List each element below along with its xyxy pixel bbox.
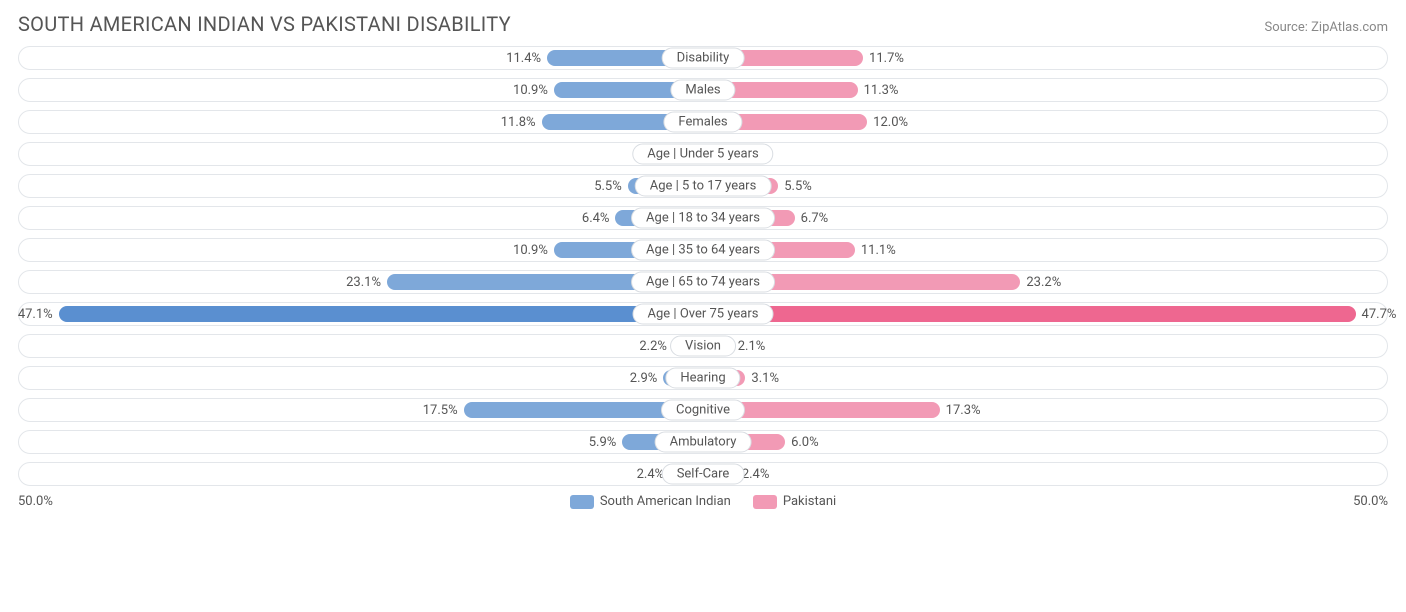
value-label-left: 2.9% <box>630 367 664 389</box>
chart-header: SOUTH AMERICAN INDIAN VS PAKISTANI DISAB… <box>18 12 1388 36</box>
legend-item-left: South American Indian <box>570 494 731 509</box>
value-label-right: 12.0% <box>867 111 908 133</box>
value-label-right: 23.2% <box>1020 271 1061 293</box>
category-pill: Age | 18 to 34 years <box>631 208 775 229</box>
category-pill: Vision <box>670 336 736 357</box>
category-pill: Hearing <box>665 368 740 389</box>
category-pill: Self-Care <box>662 464 745 485</box>
legend-label-left: South American Indian <box>600 494 731 509</box>
value-label-right: 6.0% <box>785 431 819 453</box>
chart-row: 6.4% 6.7% Age | 18 to 34 years <box>18 206 1388 230</box>
value-label-left: 10.9% <box>513 79 554 101</box>
value-label-left: 6.4% <box>582 207 616 229</box>
value-label-right: 11.1% <box>855 239 896 261</box>
chart-row: 5.9% 6.0% Ambulatory <box>18 430 1388 454</box>
value-label-left: 47.1% <box>18 303 59 325</box>
chart-row: 10.9% 11.3% Males <box>18 78 1388 102</box>
chart-row: 5.5% 5.5% Age | 5 to 17 years <box>18 174 1388 198</box>
legend-item-right: Pakistani <box>753 494 836 509</box>
value-label-right: 5.5% <box>778 175 812 197</box>
value-label-right: 3.1% <box>745 367 779 389</box>
value-label-right: 17.3% <box>940 399 981 421</box>
axis-max-right: 50.0% <box>1328 494 1388 509</box>
category-pill: Ambulatory <box>655 432 752 453</box>
chart-row: 47.1%47.7%Age | Over 75 years <box>18 302 1388 326</box>
chart-title: SOUTH AMERICAN INDIAN VS PAKISTANI DISAB… <box>18 12 511 36</box>
chart-row: 2.2% 2.1%Vision <box>18 334 1388 358</box>
value-label-right: 11.7% <box>863 47 904 69</box>
value-label-left: 5.5% <box>594 175 628 197</box>
category-pill: Disability <box>662 48 745 69</box>
chart-row: 10.9% 11.1% Age | 35 to 64 years <box>18 238 1388 262</box>
value-label-left: 11.8% <box>501 111 542 133</box>
chart-row: 23.1% 23.2% Age | 65 to 74 years <box>18 270 1388 294</box>
chart-row: 1.3%1.3%Age | Under 5 years <box>18 142 1388 166</box>
category-pill: Cognitive <box>661 400 745 421</box>
category-pill: Females <box>663 112 742 133</box>
category-pill: Age | 5 to 17 years <box>635 176 772 197</box>
value-label-left: 5.9% <box>589 431 623 453</box>
value-label-right: 47.7% <box>1356 303 1397 325</box>
value-label-left: 17.5% <box>423 399 464 421</box>
category-pill: Males <box>670 80 735 101</box>
category-pill: Age | Over 75 years <box>633 304 774 325</box>
chart-row: 11.4% 11.7% Disability <box>18 46 1388 70</box>
value-label-right: 6.7% <box>795 207 829 229</box>
diverging-bar-chart: 11.4% 11.7% Disability 10.9% 11.3% Males 11.8%… <box>18 46 1388 486</box>
value-label-left: 23.1% <box>346 271 387 293</box>
value-label-left: 11.4% <box>506 47 547 69</box>
value-label-left: 2.2% <box>639 335 673 357</box>
chart-row: 11.8% 12.0% Females <box>18 110 1388 134</box>
bar-left <box>59 306 703 322</box>
legend-label-right: Pakistani <box>783 494 836 509</box>
chart-footer: 50.0% South American Indian Pakistani 50… <box>18 494 1388 509</box>
chart-row: 2.4%2.4%Self-Care <box>18 462 1388 486</box>
chart-legend: South American Indian Pakistani <box>78 494 1328 509</box>
legend-swatch-left <box>570 495 594 509</box>
legend-swatch-right <box>753 495 777 509</box>
category-pill: Age | Under 5 years <box>632 144 773 165</box>
chart-row: 17.5% 17.3% Cognitive <box>18 398 1388 422</box>
axis-max-left: 50.0% <box>18 494 78 509</box>
category-pill: Age | 35 to 64 years <box>631 240 775 261</box>
category-pill: Age | 65 to 74 years <box>631 272 775 293</box>
value-label-left: 10.9% <box>513 239 554 261</box>
chart-row: 2.9% 3.1%Hearing <box>18 366 1388 390</box>
chart-source: Source: ZipAtlas.com <box>1264 20 1388 35</box>
bar-right <box>703 306 1356 322</box>
value-label-right: 2.1% <box>732 335 766 357</box>
value-label-right: 11.3% <box>858 79 899 101</box>
